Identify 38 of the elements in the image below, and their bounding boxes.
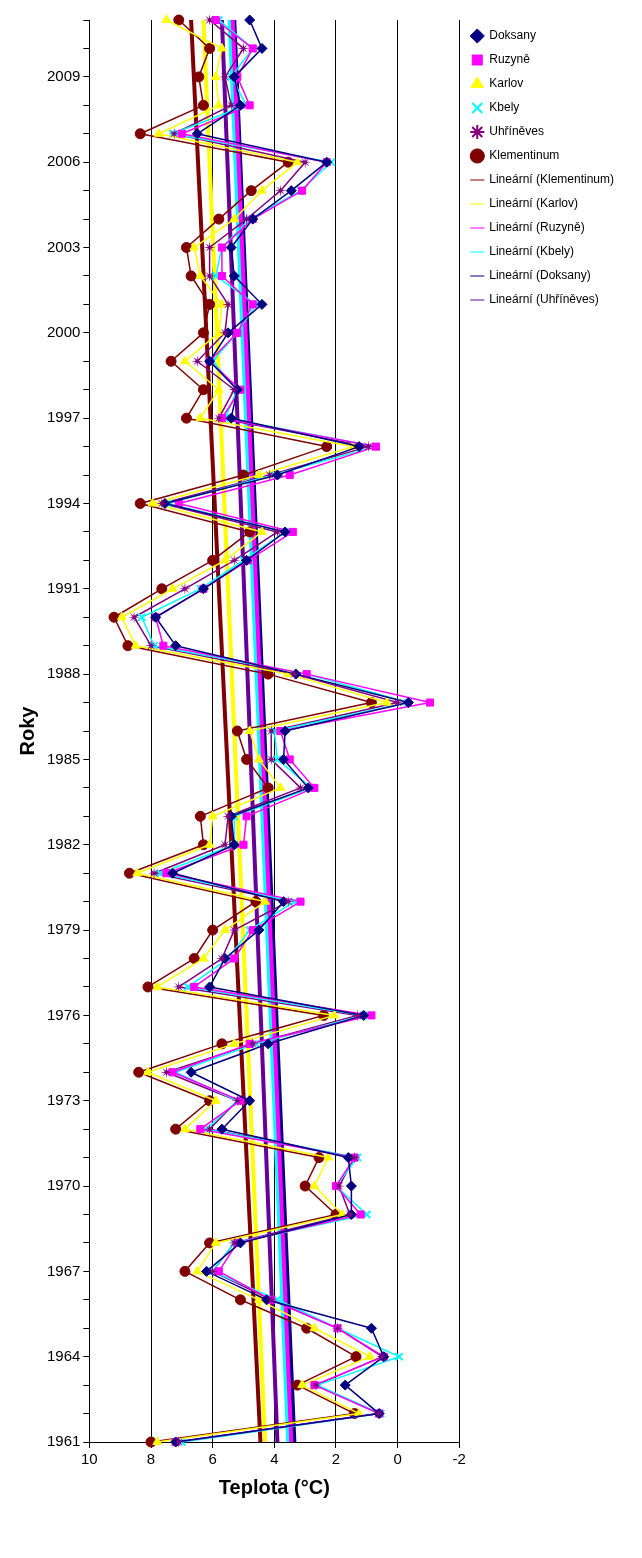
legend-label: Lineární (Doksany) [489,268,591,283]
y-tick-label: 1982 [46,834,81,852]
legend-label: Lineární (Ruzyně) [489,220,585,235]
y-tick-label: 1973 [46,1090,81,1108]
legend-label: Klementinum [489,148,560,163]
y-tick-label: 1997 [46,408,81,426]
y-tick-label: 2000 [46,322,81,340]
y-tick-label: 1967 [46,1261,81,1279]
y-tick-label: 1979 [46,920,81,938]
y-tick-label: 1994 [46,493,81,511]
legend-label: Ruzyně [489,52,531,67]
legend-label: Lineární (Karlov) [489,196,578,211]
y-tick-label: 2006 [46,152,81,170]
x-tick-label: 6 [208,1450,217,1468]
x-tick-label: 10 [81,1450,98,1468]
x-tick-label: 4 [270,1450,279,1468]
y-tick-label: 1991 [46,578,81,596]
y-axis-title: Roky [15,705,38,756]
y-tick-label: 1964 [46,1346,81,1364]
y-tick-label: 1988 [46,664,81,682]
x-tick-label: -2 [452,1450,466,1468]
x-tick-label: 0 [393,1450,402,1468]
legend-label: Kbely [489,100,520,115]
legend-label: Uhříněves [489,124,544,139]
legend-label: Doksany [489,28,536,43]
y-tick-label: 1961 [46,1432,81,1450]
x-tick-label: 8 [146,1450,156,1468]
x-axis-title: Teplota (°C) [218,1475,330,1498]
legend-label: Lineární (Klementinum) [489,172,615,187]
y-tick-label: 2009 [46,67,81,85]
legend-label: Lineární (Uhříněves) [489,292,599,307]
y-tick-label: 1985 [46,749,81,767]
y-tick-label: 1970 [46,1176,81,1194]
legend-label: Lineární (Kbely) [489,244,574,259]
x-tick-label: 2 [331,1450,341,1468]
legend-label: Karlov [489,76,524,91]
y-tick-label: 2003 [46,237,81,255]
y-tick-label: 1976 [46,1005,81,1023]
